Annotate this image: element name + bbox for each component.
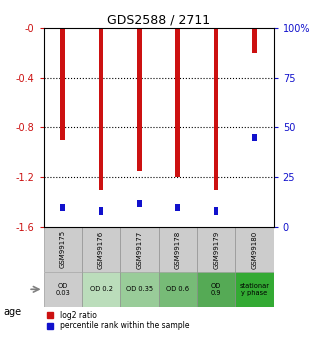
FancyBboxPatch shape <box>44 227 82 272</box>
FancyBboxPatch shape <box>235 272 274 307</box>
Text: OD
0.9: OD 0.9 <box>211 283 221 296</box>
Text: GSM99178: GSM99178 <box>175 230 181 268</box>
Bar <box>99 28 103 190</box>
Text: OD 0.2: OD 0.2 <box>90 286 113 292</box>
Bar <box>137 199 142 207</box>
Bar <box>214 207 218 215</box>
Bar <box>214 28 218 190</box>
FancyBboxPatch shape <box>82 272 120 307</box>
Text: stationar
y phase: stationar y phase <box>239 283 270 296</box>
FancyBboxPatch shape <box>159 272 197 307</box>
FancyBboxPatch shape <box>159 227 197 272</box>
FancyBboxPatch shape <box>120 272 159 307</box>
Text: GSM99176: GSM99176 <box>98 230 104 268</box>
FancyBboxPatch shape <box>197 272 235 307</box>
Text: GSM99177: GSM99177 <box>137 230 142 268</box>
Text: GSM99179: GSM99179 <box>213 230 219 268</box>
Bar <box>99 207 103 215</box>
Text: OD
0.03: OD 0.03 <box>55 283 70 296</box>
Text: GSM99180: GSM99180 <box>252 230 258 268</box>
FancyBboxPatch shape <box>197 227 235 272</box>
FancyBboxPatch shape <box>120 227 159 272</box>
FancyBboxPatch shape <box>82 227 120 272</box>
FancyBboxPatch shape <box>235 227 274 272</box>
Legend: log2 ratio, percentile rank within the sample: log2 ratio, percentile rank within the s… <box>47 311 189 331</box>
Title: GDS2588 / 2711: GDS2588 / 2711 <box>107 13 210 27</box>
Bar <box>252 134 257 141</box>
Text: GSM99175: GSM99175 <box>60 230 66 268</box>
Bar <box>60 204 65 211</box>
Bar <box>175 28 180 177</box>
FancyBboxPatch shape <box>44 272 82 307</box>
Bar <box>175 204 180 211</box>
Bar <box>252 28 257 52</box>
Bar <box>60 28 65 140</box>
Text: age: age <box>3 307 21 317</box>
Text: OD 0.35: OD 0.35 <box>126 286 153 292</box>
Bar <box>137 28 142 171</box>
Text: OD 0.6: OD 0.6 <box>166 286 189 292</box>
